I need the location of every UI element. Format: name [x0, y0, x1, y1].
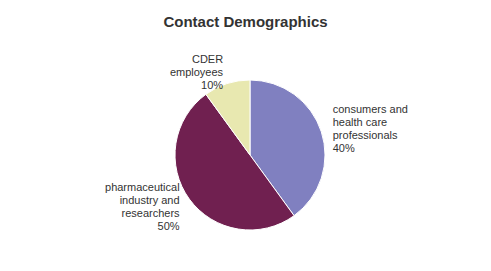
html-text:Contact Demographics: Contact Demographics — [163, 13, 328, 30]
svg-text:pharmaceuticalindustry andrese: pharmaceuticalindustry andresearchers50% — [105, 181, 180, 232]
svg-text:CDERemployees10%: CDERemployees10% — [170, 53, 224, 91]
svg-text:consumers andhealth careprofes: consumers andhealth careprofessionals40% — [333, 103, 408, 154]
